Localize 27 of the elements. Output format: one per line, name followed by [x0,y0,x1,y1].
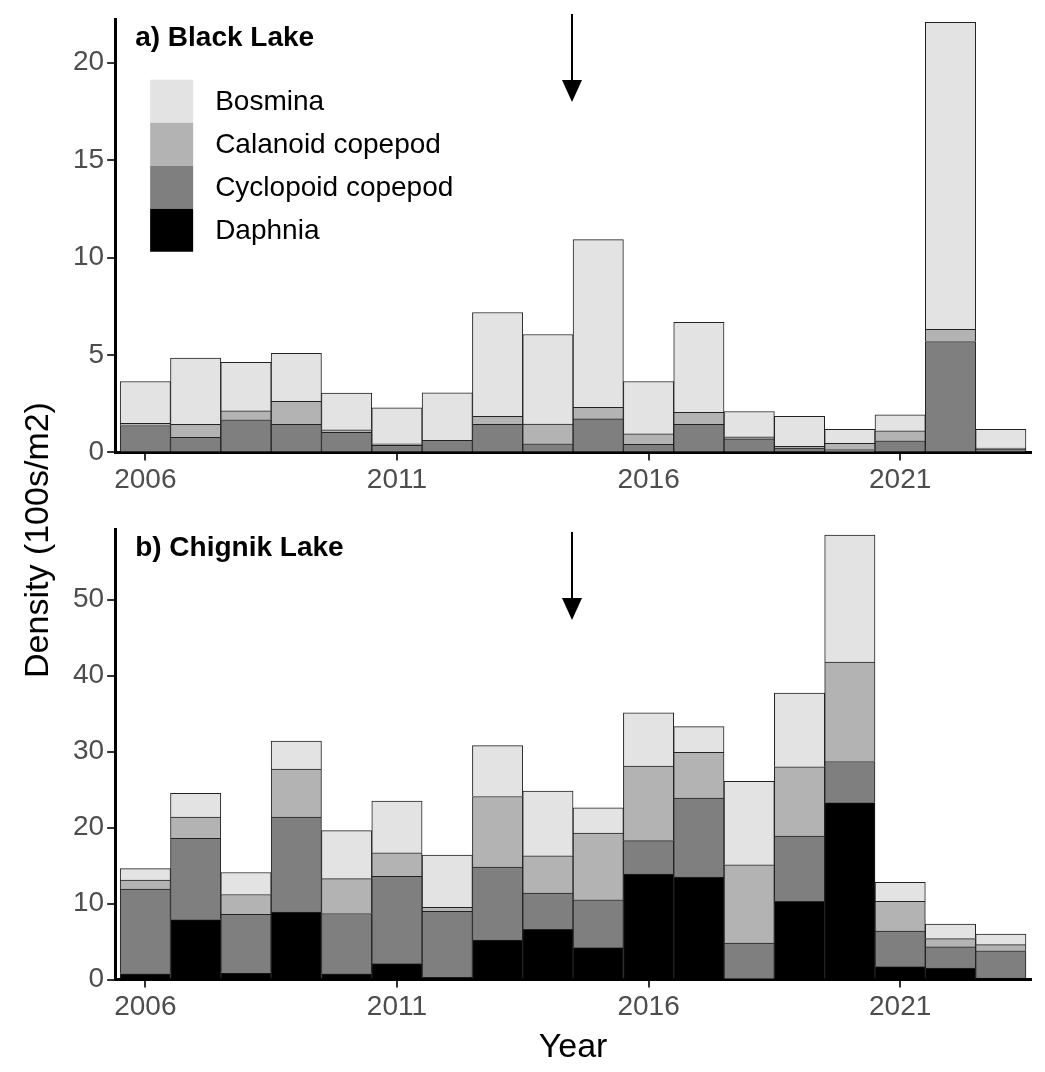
x-tick-label: 2021 [869,990,932,1022]
y-axis-title: Density (100s/m2) [16,402,56,678]
y-tick-label: 15 [72,142,105,174]
x-tick-label: 2006 [114,462,177,494]
y-tick-label: 0 [88,962,105,994]
legend-label: Bosmina [215,84,325,116]
x-tick-label: 2016 [617,462,680,494]
x-tick-label: 2016 [617,990,680,1022]
legend-label: Daphnia [215,213,320,245]
x-tick-label: 2006 [114,990,177,1022]
x-tick-label: 2021 [869,462,932,494]
x-axis-title: Year [538,1025,608,1064]
x-tick-label: 2011 [366,462,428,494]
legend-label: Calanoid copepod [215,127,441,159]
y-tick-label: 5 [88,337,105,369]
x-tick-label: 2011 [366,990,428,1022]
legend-label: Cyclopoid copepod [215,170,454,202]
chart-title: b) Chignik Lake [135,530,344,562]
y-tick-label: 20 [72,45,105,77]
y-tick-label: 10 [72,886,105,918]
y-tick-label: 30 [72,734,105,766]
y-tick-label: 0 [88,435,105,467]
y-tick-label: 20 [72,810,105,842]
y-tick-label: 50 [72,582,105,614]
y-tick-label: 10 [72,240,105,272]
chart-title: a) Black Lake [135,20,315,52]
y-tick-label: 40 [72,658,105,690]
